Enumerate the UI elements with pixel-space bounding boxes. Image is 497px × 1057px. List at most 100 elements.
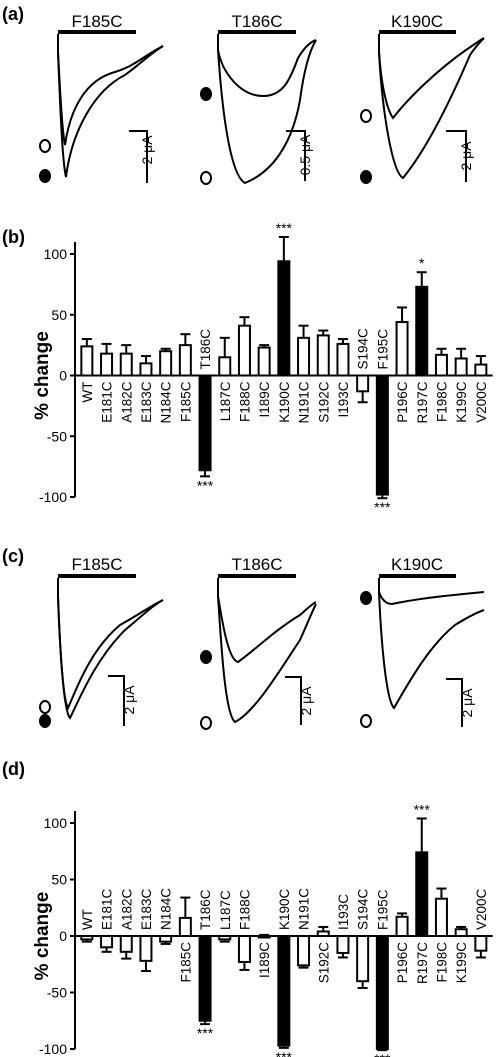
trace-title: F185C bbox=[71, 12, 122, 31]
significance-marker: *** bbox=[197, 477, 214, 493]
category-label: K199C bbox=[454, 942, 469, 984]
trace-panel-a2: T186C 0.5 μA bbox=[200, 12, 317, 185]
category-label: F195C bbox=[375, 889, 390, 930]
bar bbox=[100, 352, 114, 377]
bar bbox=[257, 935, 271, 939]
trace-title: K190C bbox=[391, 12, 443, 31]
trace-open bbox=[57, 578, 164, 720]
filled-circle-marker bbox=[200, 87, 212, 101]
bar bbox=[159, 350, 173, 377]
panel-label-c: (c) bbox=[2, 546, 24, 566]
bar bbox=[336, 935, 350, 954]
significance-marker: *** bbox=[276, 1049, 293, 1057]
bar bbox=[297, 935, 311, 967]
scale-label: 2 μA bbox=[459, 688, 475, 718]
category-label: WT bbox=[80, 909, 95, 930]
category-label: T186C bbox=[198, 329, 213, 370]
open-circle-marker bbox=[200, 171, 212, 185]
trace-filled bbox=[57, 578, 164, 711]
scale-bar bbox=[108, 675, 125, 726]
category-label: L187C bbox=[218, 381, 233, 421]
significance-marker: *** bbox=[197, 1025, 214, 1041]
category-label: N184C bbox=[159, 888, 174, 930]
open-circle-marker bbox=[360, 714, 372, 728]
bar bbox=[336, 342, 350, 377]
trace-open bbox=[57, 34, 164, 146]
category-label: K199C bbox=[454, 381, 469, 423]
y-tick-label: -100 bbox=[39, 489, 67, 505]
bar bbox=[316, 334, 330, 377]
bar bbox=[356, 374, 370, 393]
bar bbox=[375, 935, 389, 1050]
bar bbox=[198, 935, 212, 1022]
scale-bar bbox=[446, 678, 463, 727]
bar bbox=[218, 356, 232, 377]
category-label: E183C bbox=[139, 381, 154, 423]
trace-filled bbox=[217, 34, 317, 98]
bar bbox=[159, 935, 173, 943]
bar bbox=[454, 357, 468, 377]
category-label: F185C bbox=[178, 942, 193, 983]
panel-label-d: (d) bbox=[2, 759, 25, 779]
bar bbox=[119, 352, 133, 377]
bar bbox=[454, 928, 468, 937]
open-circle-marker bbox=[200, 716, 212, 730]
bar bbox=[139, 935, 153, 962]
bar bbox=[218, 935, 232, 941]
bar bbox=[297, 336, 311, 377]
significance-marker: *** bbox=[374, 499, 391, 515]
trace-panel-c2: T186C 2 μA bbox=[200, 555, 317, 730]
scale-label: 0.5 μA bbox=[297, 134, 313, 175]
y-tick-label: 50 bbox=[51, 872, 67, 888]
filled-circle-marker bbox=[360, 170, 372, 184]
category-label: WT bbox=[80, 382, 95, 403]
category-label: I193C bbox=[336, 894, 351, 930]
panel-label-a: (a) bbox=[2, 4, 24, 24]
category-label: I189C bbox=[257, 942, 272, 978]
category-label: F188C bbox=[237, 889, 252, 930]
category-label: T186C bbox=[198, 889, 213, 930]
scale-bar bbox=[286, 130, 306, 181]
filled-circle-marker bbox=[39, 169, 51, 183]
trace-filled bbox=[378, 34, 485, 120]
category-label: E181C bbox=[100, 381, 115, 423]
bar bbox=[139, 362, 153, 377]
trace-title: T186C bbox=[231, 12, 282, 31]
category-label: S192C bbox=[316, 381, 331, 423]
bar bbox=[277, 935, 291, 1047]
filled-circle-marker bbox=[360, 591, 372, 605]
open-circle-marker bbox=[39, 139, 51, 153]
y-tick-label: 0 bbox=[59, 928, 67, 944]
filled-circle-marker bbox=[39, 714, 51, 728]
scale-label: 2 μA bbox=[298, 686, 314, 716]
trace-title: F185C bbox=[71, 555, 122, 574]
category-label: E183C bbox=[139, 888, 154, 930]
bar bbox=[257, 346, 271, 377]
category-label: N191C bbox=[297, 888, 312, 930]
y-axis-label: % change bbox=[32, 331, 53, 420]
bar bbox=[474, 363, 488, 377]
trace-panel-c3: K190C 2 μA bbox=[360, 555, 485, 728]
category-label: V200C bbox=[474, 381, 489, 423]
category-label: F198C bbox=[434, 942, 449, 983]
category-label: F198C bbox=[434, 381, 449, 422]
category-label: P196C bbox=[395, 942, 410, 984]
bar bbox=[119, 935, 133, 953]
bar bbox=[415, 285, 429, 377]
bar bbox=[80, 935, 94, 941]
scale-bar bbox=[129, 130, 148, 183]
category-label: F195C bbox=[375, 329, 390, 370]
trace-open bbox=[217, 578, 317, 724]
y-tick-label: 50 bbox=[51, 307, 67, 323]
scale-label: 2 μA bbox=[139, 135, 155, 165]
y-tick-label: -50 bbox=[47, 985, 67, 1001]
trace-filled bbox=[57, 34, 164, 178]
trace-filled bbox=[217, 578, 317, 664]
category-label: N184C bbox=[159, 381, 174, 423]
scale-bar bbox=[285, 676, 302, 725]
scale-label: 2 μA bbox=[121, 685, 137, 715]
category-label: A182C bbox=[119, 888, 134, 930]
y-tick-label: -50 bbox=[47, 428, 67, 444]
bar bbox=[316, 930, 330, 937]
